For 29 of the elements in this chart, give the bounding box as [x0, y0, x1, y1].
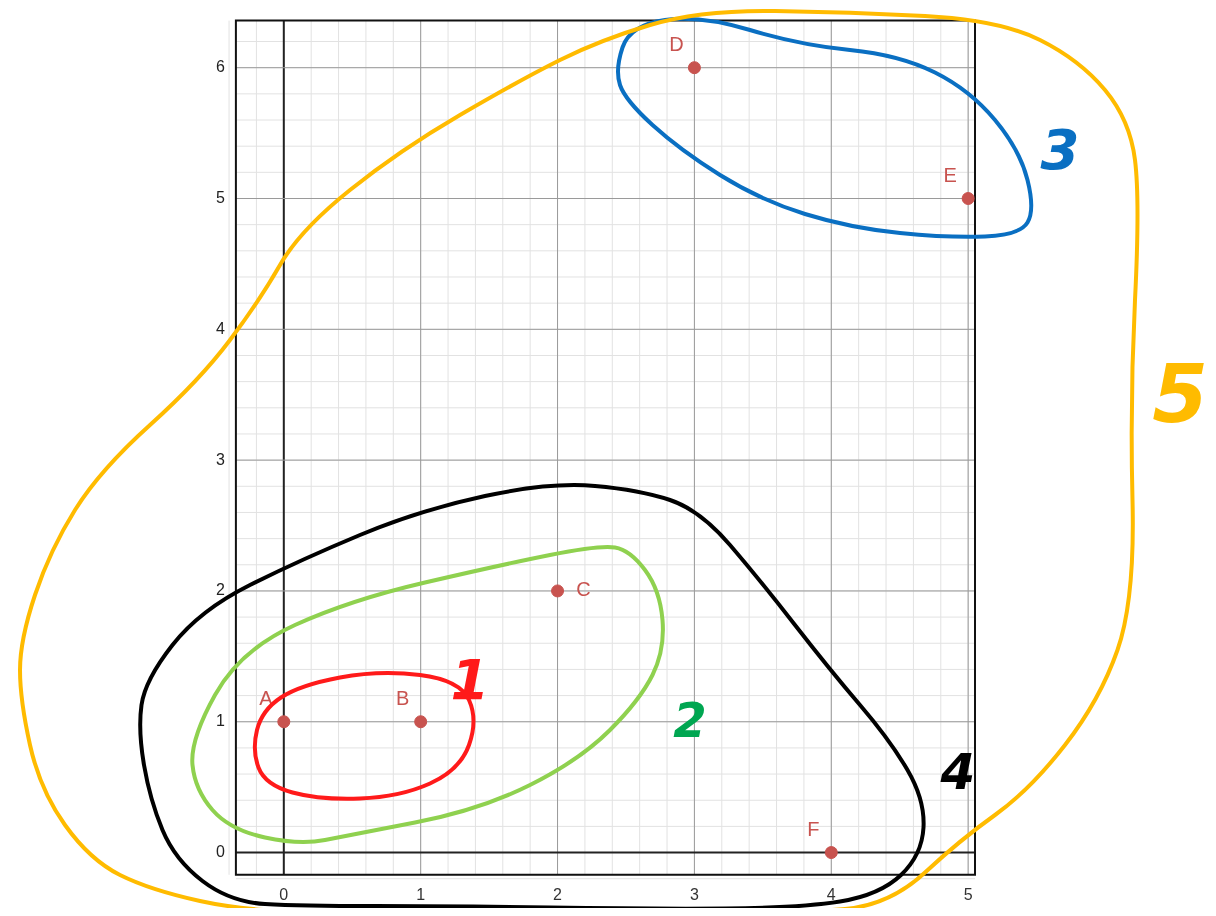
y-tick-label: 4 [215, 319, 225, 337]
point [551, 584, 565, 598]
x-tick-label: 0 [279, 885, 289, 903]
text: 3 [1040, 117, 1080, 182]
y-tick-label: 5 [215, 188, 225, 206]
annotation: E [943, 164, 957, 187]
y-tick-label: 0 [215, 842, 225, 860]
annotation: 4 [940, 743, 976, 801]
annotation: F [807, 818, 820, 841]
y-tick-label: 2 [215, 581, 225, 599]
y-tick-label: 6 [215, 58, 225, 76]
y-tick-label: 1 [215, 712, 225, 730]
annotation: D [669, 33, 684, 56]
annotation: 1 [450, 647, 490, 712]
point [961, 192, 975, 205]
x-tick-label: 4 [826, 885, 836, 903]
point [687, 61, 701, 75]
annotation: 2 [673, 692, 707, 748]
point [277, 715, 291, 729]
x-tick-label: 5 [963, 885, 973, 903]
x-tick-label: 3 [689, 885, 699, 903]
point [414, 715, 428, 729]
annotation: C [576, 578, 591, 601]
point [824, 846, 838, 860]
x-tick-label: 1 [416, 885, 426, 903]
text: 5 [1152, 348, 1208, 441]
x-tick-label: 2 [553, 885, 563, 903]
y-tick-label: 3 [215, 450, 225, 468]
annotation: B [396, 687, 410, 710]
